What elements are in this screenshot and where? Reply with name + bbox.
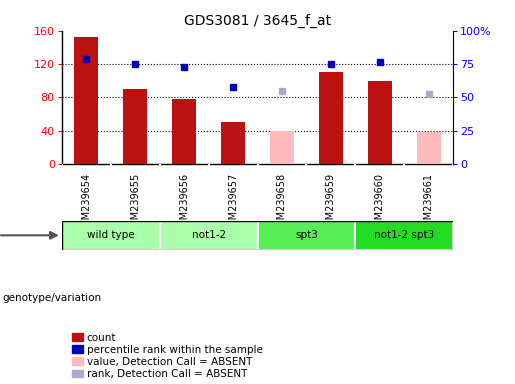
Title: GDS3081 / 3645_f_at: GDS3081 / 3645_f_at bbox=[184, 14, 331, 28]
Text: GSM239660: GSM239660 bbox=[375, 172, 385, 232]
Text: GSM239657: GSM239657 bbox=[228, 172, 238, 232]
Text: spt3: spt3 bbox=[295, 230, 318, 240]
Bar bbox=[270, 131, 294, 164]
Bar bbox=[172, 99, 196, 164]
Text: GSM239655: GSM239655 bbox=[130, 172, 140, 232]
Bar bbox=[355, 221, 453, 250]
Text: GSM239659: GSM239659 bbox=[326, 172, 336, 232]
Text: not1-2 spt3: not1-2 spt3 bbox=[374, 230, 434, 240]
Bar bbox=[74, 37, 98, 164]
Text: GSM239661: GSM239661 bbox=[424, 172, 434, 232]
Text: wild type: wild type bbox=[87, 230, 134, 240]
Bar bbox=[123, 89, 147, 164]
Legend: count, percentile rank within the sample, value, Detection Call = ABSENT, rank, : count, percentile rank within the sample… bbox=[72, 333, 263, 379]
Bar bbox=[62, 221, 160, 250]
Bar bbox=[258, 221, 355, 250]
Text: not1-2: not1-2 bbox=[192, 230, 226, 240]
Bar bbox=[368, 81, 392, 164]
Bar bbox=[319, 72, 343, 164]
Text: GSM239656: GSM239656 bbox=[179, 172, 189, 232]
Bar bbox=[221, 122, 245, 164]
Bar bbox=[160, 221, 258, 250]
Text: GSM239658: GSM239658 bbox=[277, 172, 287, 232]
Bar bbox=[417, 132, 441, 164]
Text: GSM239654: GSM239654 bbox=[81, 172, 91, 232]
Text: genotype/variation: genotype/variation bbox=[3, 293, 101, 303]
